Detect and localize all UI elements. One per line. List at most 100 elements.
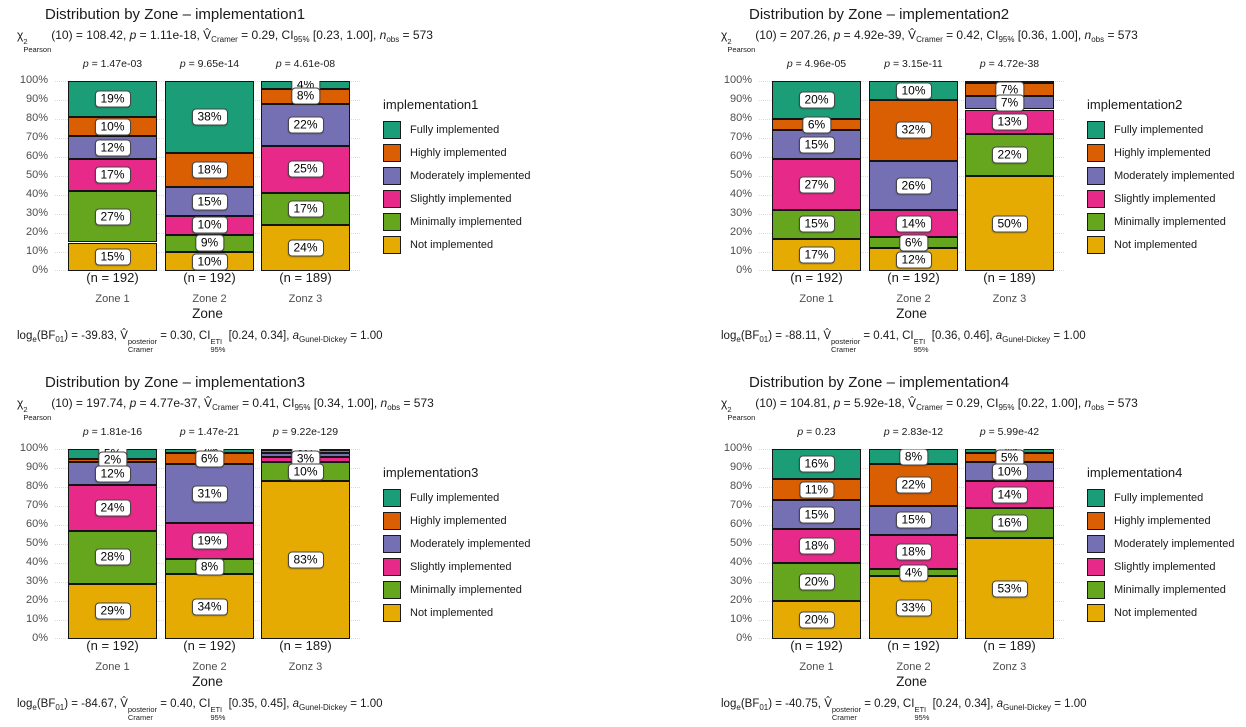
legend-item: Slightly implemented	[1087, 558, 1234, 576]
y-tick-label: 30%	[729, 575, 752, 587]
p-value: = 9.22e-129	[278, 426, 339, 438]
legend-item-label: Highly implemented	[410, 515, 507, 527]
n-label: (n = 192)	[887, 270, 940, 285]
y-tick-label: 80%	[729, 480, 752, 492]
stat-symbol: n	[1084, 396, 1092, 410]
legend-item-label: Fully implemented	[1114, 124, 1204, 136]
segment-label: 6%	[194, 450, 225, 467]
stat-text: [0.36, 1.00],	[1014, 28, 1085, 42]
bar-zone-1: 5%2%12%24%28%29%	[68, 449, 157, 639]
stat-supsub: ETI 95%	[914, 338, 929, 353]
y-tick-label: 70%	[729, 499, 752, 511]
y-tick-label: 100%	[723, 74, 752, 86]
p-value: = 0.23	[803, 426, 836, 438]
chart-subtitle-stats: χ 2 Pearson (10) = 197.74, p = 4.77e-37, V̂…	[17, 396, 434, 421]
legend-item: Highly implemented	[1087, 512, 1234, 530]
n-label: (n = 189)	[983, 270, 1036, 285]
legend-item-label: Minimally implemented	[410, 584, 522, 596]
n-label: (n = 189)	[279, 638, 332, 653]
segment-label: 29%	[94, 602, 131, 620]
stat-subscript: Cramer	[127, 712, 153, 722]
legend-swatch	[383, 512, 401, 530]
stat-text: = 1.11e-18,	[136, 28, 204, 42]
bar-zonz-3: 7% 7% 13% 22% 50%	[965, 81, 1054, 271]
stat-subscript: obs	[1091, 403, 1105, 412]
stat-text: V̂	[908, 396, 917, 410]
stat-superscript: 2	[23, 405, 28, 414]
stat-subscript: e	[32, 335, 37, 344]
stat-subscript: 95%	[998, 35, 1015, 44]
stat-text: = 4.92e-39,	[840, 28, 909, 42]
segment-label: 31%	[191, 485, 228, 503]
y-tick-label: 20%	[25, 226, 48, 238]
legend-item-label: Fully implemented	[410, 124, 500, 136]
segment-label: 28%	[94, 548, 131, 566]
stat-text: V̂	[120, 330, 128, 342]
segment-label: 9%	[194, 234, 225, 252]
stat-supsub: posterior Cramer	[128, 706, 157, 721]
p-value-label: p = 4.72e-38	[955, 58, 1065, 70]
legend-title: implementation4	[1087, 465, 1183, 480]
segment-label: 15%	[94, 248, 131, 266]
stat-text: (10) = 197.74,	[51, 396, 130, 410]
stat-text: (10) = 207.26,	[755, 28, 834, 42]
stat-subscript: Pearson	[23, 44, 52, 54]
bar-zone-2: 38% 18% 15% 10% 9% 10%	[165, 81, 254, 271]
segment-label: 13%	[991, 113, 1028, 131]
stat-text: V̂	[204, 396, 213, 410]
legend-swatch	[383, 581, 401, 599]
chart-subtitle-stats: χ 2 Pearson (10) = 104.81, p = 5.92e-18, V̂…	[721, 396, 1138, 421]
stat-text: (10) = 108.42,	[51, 28, 130, 42]
stat-supsub: 2 Pearson	[23, 38, 51, 53]
p-value: = 2.83e-12	[889, 426, 944, 438]
stat-superscript: ETI	[914, 705, 927, 714]
legend-item: Not implemented	[383, 236, 530, 254]
plot-area: 16%11%15%18%20%20%8%22%15%18%4%33%2%5%10…	[759, 449, 1064, 639]
p-symbol: p	[884, 58, 891, 70]
chart-subtitle-stats: χ 2 Pearson (10) = 207.26, p = 4.92e-39, V̂…	[721, 28, 1138, 53]
legend: implementation4 Fully implemented Highly i…	[1087, 465, 1234, 627]
stat-subscript: 01	[759, 703, 769, 712]
chart-title: Distribution by Zone – implementation4	[749, 374, 1010, 391]
segment-label: 14%	[991, 486, 1028, 504]
chart-panel-implementation2: Distribution by Zone – implementation2 χ…	[704, 0, 1246, 360]
stat-superscript: posterior	[831, 337, 861, 346]
bar-zonz-3: 2%5%10%14%16%53%	[965, 449, 1054, 639]
zone-tick-label: Zonz 3	[992, 661, 1027, 673]
stat-supsub: posterior Cramer	[832, 706, 861, 721]
zone-tick-label: Zone 1	[95, 661, 130, 673]
y-tick-label: 20%	[25, 594, 48, 606]
stat-subscript: 95%	[210, 712, 226, 722]
legend-item-label: Minimally implemented	[1114, 584, 1226, 596]
legend-item-label: Fully implemented	[1114, 492, 1204, 504]
stat-subscript: Gunel-Dickey	[1003, 703, 1052, 712]
chart-caption-stats: loge(BF01) = -84.67, V̂ posterior Cramer =…	[17, 698, 383, 721]
legend-item: Moderately implemented	[1087, 167, 1234, 185]
stat-subscript: 95%	[913, 344, 929, 354]
y-tick-label: 20%	[729, 226, 752, 238]
segment-label: 15%	[798, 506, 835, 524]
stat-subscript: obs	[386, 35, 400, 44]
segment-label: 8%	[290, 87, 321, 105]
stat-text: = 573	[399, 28, 433, 42]
stat-text: = 0.30, CI	[157, 330, 211, 342]
plot-area: 20% 6% 15% 27% 15% 17% 10% 32% 26% 14% 6% 12% 7% 7% 13…	[759, 81, 1064, 271]
stat-subscript: 95%	[294, 403, 311, 412]
segment-label: 17%	[287, 200, 324, 218]
stat-text: = 0.29, CI	[237, 28, 294, 42]
segment-label: 8%	[194, 558, 225, 576]
segment-label: 83%	[287, 551, 324, 569]
legend-item-label: Slightly implemented	[1114, 561, 1216, 573]
chart-caption-stats: loge(BF01) = -39.83, V̂ posterior Cramer =…	[17, 330, 383, 353]
stat-symbol: p	[833, 396, 841, 410]
stat-text: χ	[721, 396, 728, 410]
segment-label: 20%	[798, 573, 835, 591]
legend-swatch	[383, 558, 401, 576]
segment-label: 11%	[798, 481, 835, 499]
p-value-label: p = 5.99e-42	[955, 426, 1065, 438]
stat-subscript: Cramer	[916, 35, 943, 44]
y-tick-label: 90%	[729, 93, 752, 105]
y-tick-label: 0%	[736, 632, 752, 644]
bar-zone-2: 10% 32% 26% 14% 6% 12%	[869, 81, 958, 271]
n-label: (n = 192)	[790, 270, 843, 285]
